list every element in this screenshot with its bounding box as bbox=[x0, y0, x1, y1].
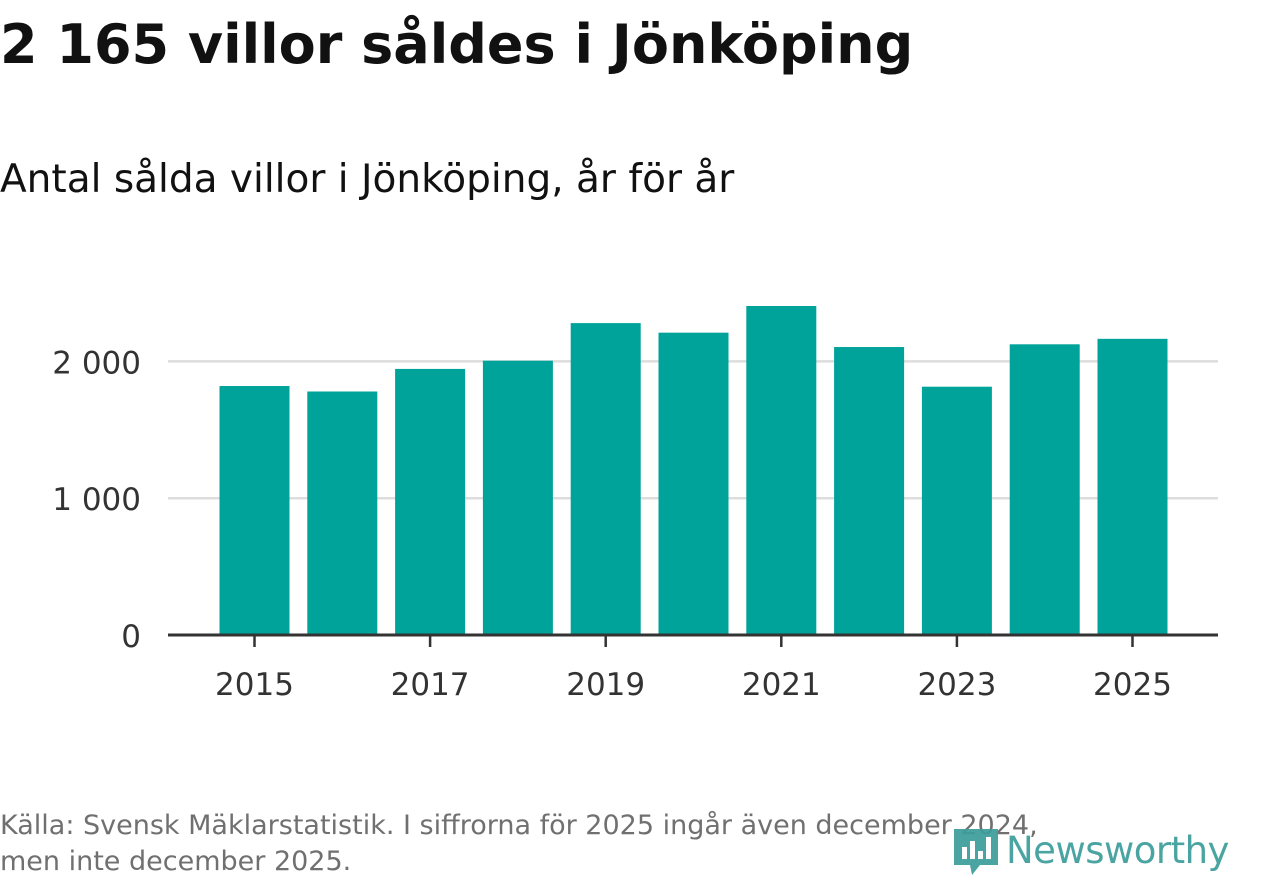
newsworthy-chart-icon bbox=[954, 829, 998, 875]
bar-2025 bbox=[1097, 338, 1168, 635]
bar-2023 bbox=[921, 386, 992, 635]
x-tick-label: 2023 bbox=[917, 667, 996, 703]
y-tick-label: 0 bbox=[121, 619, 141, 655]
bar-2022 bbox=[834, 347, 905, 635]
chart-title: 2 165 villor såldes i Jönköping bbox=[0, 13, 914, 76]
source-line-1: Källa: Svensk Mäklarstatistik. I siffror… bbox=[0, 810, 1038, 841]
newsworthy-logo: Newsworthy bbox=[950, 826, 1229, 876]
x-tick-label: 2025 bbox=[1093, 667, 1172, 703]
y-tick-label: 2 000 bbox=[52, 345, 141, 381]
bar-2024 bbox=[1009, 344, 1080, 635]
bar-2017 bbox=[395, 368, 466, 635]
bar-2015 bbox=[219, 386, 290, 635]
x-tick-label: 2019 bbox=[566, 667, 645, 703]
bar-2019 bbox=[570, 323, 641, 635]
bar-2018 bbox=[482, 360, 553, 635]
x-tick-label: 2015 bbox=[215, 667, 294, 703]
y-tick-label: 1 000 bbox=[52, 482, 141, 518]
x-tick-label: 2017 bbox=[391, 667, 470, 703]
chart-subtitle: Antal sålda villor i Jönköping, år för å… bbox=[0, 157, 735, 202]
bar-2020 bbox=[658, 332, 729, 635]
x-tick-label: 2021 bbox=[742, 667, 821, 703]
bars bbox=[219, 305, 1168, 635]
bar-2021 bbox=[746, 305, 817, 635]
logo-text: Newsworthy bbox=[1006, 829, 1229, 872]
axes: 0 1 000 2 000 2015 2017 2019 2021 2023 2025 bbox=[52, 345, 1218, 703]
source-line-2: men inte december 2025. bbox=[0, 846, 352, 877]
source-note: Källa: Svensk Mäklarstatistik. I siffror… bbox=[0, 808, 1190, 880]
bar-2016 bbox=[307, 391, 378, 635]
